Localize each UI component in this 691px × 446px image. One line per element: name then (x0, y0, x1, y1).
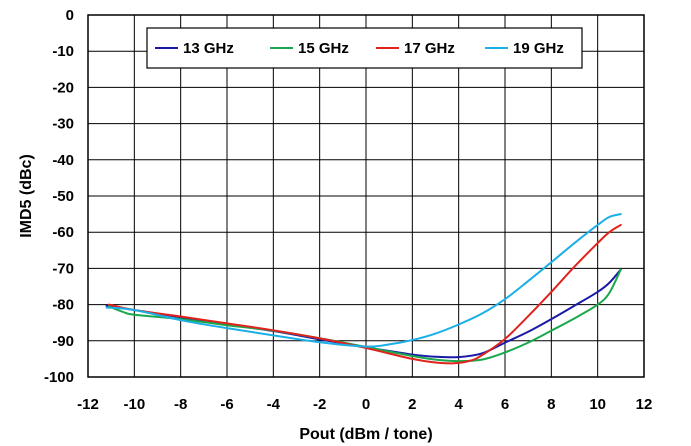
x-tick-label: 0 (362, 396, 370, 413)
x-tick-label: -6 (220, 396, 233, 413)
y-tick-label: -70 (52, 260, 74, 277)
x-tick-label: -12 (77, 396, 99, 413)
legend-box (146, 27, 583, 69)
x-tick-label: -8 (174, 396, 187, 413)
legend: 13 GHz 15 GHz 17 GHz 19 GHz (146, 27, 583, 69)
y-tick-label: -100 (44, 369, 74, 386)
plot-frame (87, 14, 645, 378)
y-tick-label: -50 (52, 188, 74, 205)
x-tick-label: 4 (454, 396, 463, 413)
y-tick-label: -90 (52, 333, 74, 350)
x-axis-title: Pout (dBm / tone) (299, 426, 432, 443)
legend-label-19-ghz: 19 GHz (513, 40, 564, 57)
series-line-15-ghz (107, 268, 622, 363)
x-tick-label: 8 (547, 396, 555, 413)
x-tick-label: 12 (636, 396, 653, 413)
legend-label-13-ghz: 13 GHz (183, 40, 234, 57)
y-tick-label: -20 (52, 79, 74, 96)
y-tick-labels: 0 -10 -20 -30 -40 -50 -60 -70 -80 -90 -100 (44, 7, 74, 386)
legend-label-17-ghz: 17 GHz (404, 40, 455, 57)
y-tick-label: 0 (66, 7, 74, 24)
y-tick-label: -40 (52, 152, 74, 169)
x-tick-label: 6 (501, 396, 509, 413)
y-tick-label: -10 (52, 43, 74, 60)
x-tick-label: -10 (123, 396, 145, 413)
gridlines (88, 15, 644, 377)
x-tick-label: 10 (589, 396, 606, 413)
x-tick-labels: -12 -10 -8 -6 -4 -2 0 2 4 6 8 10 12 (77, 396, 652, 413)
x-tick-label: 2 (408, 396, 416, 413)
series-line-17-ghz (107, 223, 622, 365)
x-tick-label: -4 (267, 396, 281, 413)
y-axis-title: IMD5 (dBc) (18, 154, 35, 238)
legend-label-15-ghz: 15 GHz (298, 40, 349, 57)
series-lines (105, 213, 622, 365)
x-tick-label: -2 (313, 396, 326, 413)
series-line-19-ghz (105, 213, 622, 348)
y-tick-label: -30 (52, 116, 74, 133)
y-tick-label: -60 (52, 224, 74, 241)
y-tick-label: -80 (52, 297, 74, 314)
